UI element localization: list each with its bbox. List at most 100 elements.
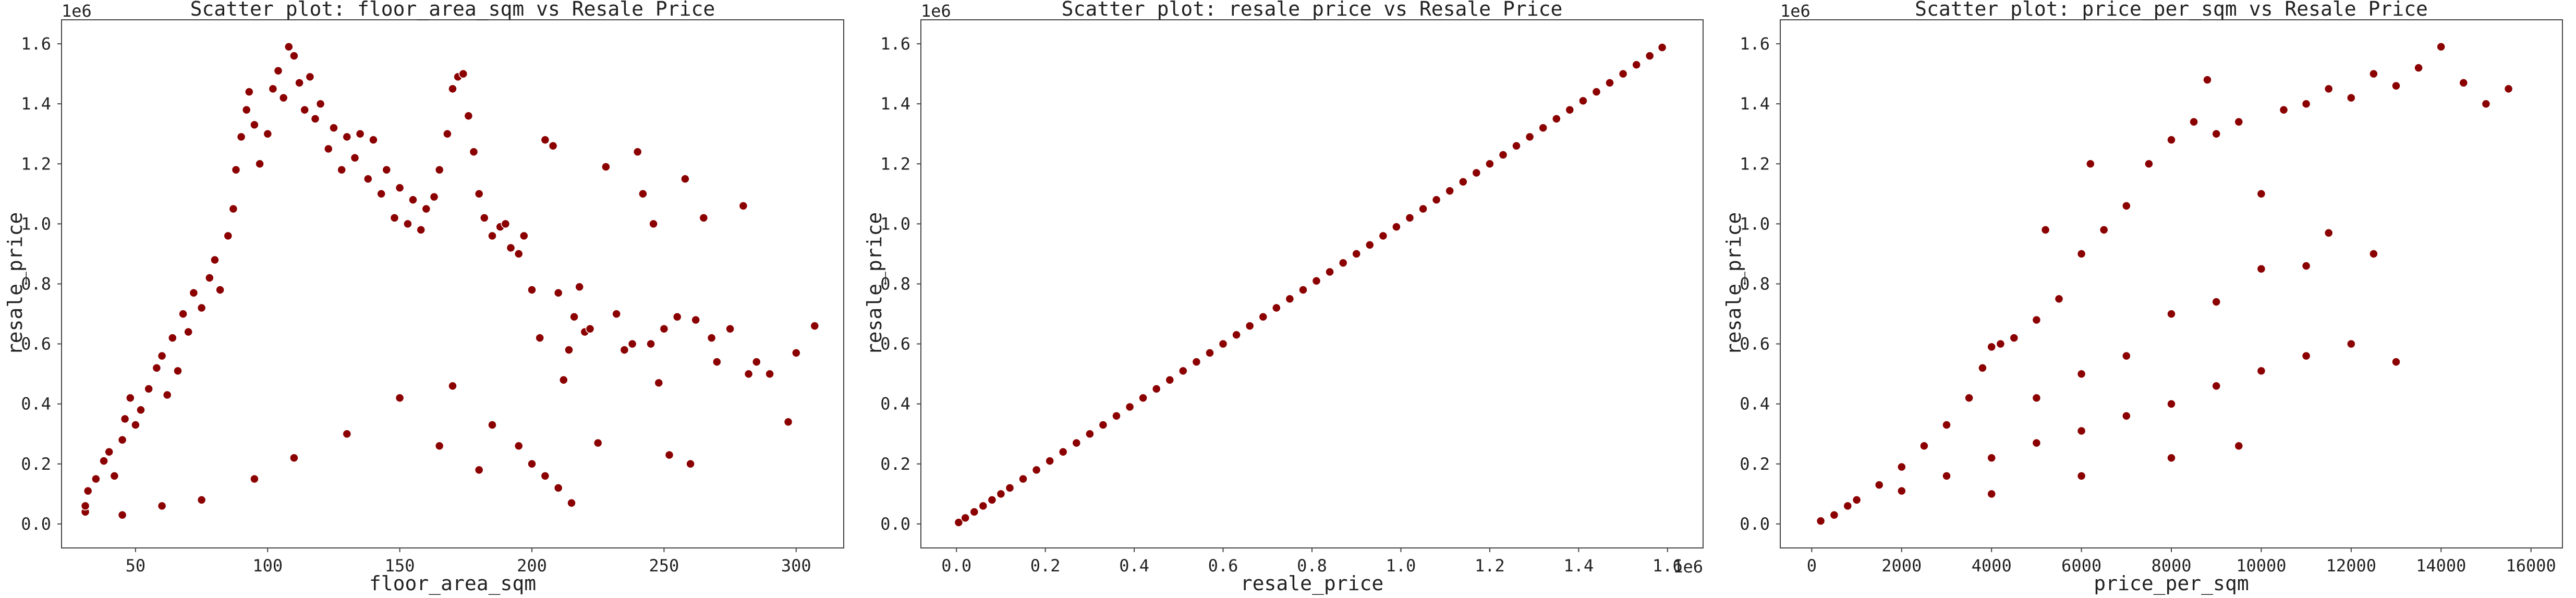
scatter-point xyxy=(421,204,431,214)
scatter-point xyxy=(83,486,93,496)
scatter-point xyxy=(337,165,346,175)
scatter-point xyxy=(443,129,452,139)
scatter-point xyxy=(2324,228,2334,238)
scatter-point xyxy=(2167,309,2176,319)
y-tick-label: 0.0 xyxy=(21,514,51,534)
scatter-point xyxy=(189,288,199,298)
y-axis-label-1: resale_price xyxy=(4,212,27,356)
scatter-point xyxy=(1418,204,1428,214)
y-tick-label: 1.0 xyxy=(880,214,910,234)
scatter-point xyxy=(245,87,254,96)
scatter-point xyxy=(514,249,524,259)
scatter-point xyxy=(1338,258,1348,267)
scatter-point xyxy=(506,243,516,253)
scatter-point xyxy=(2076,426,2086,436)
scatter-point xyxy=(2256,366,2266,376)
scatter-point xyxy=(1245,321,1255,331)
scatter-point xyxy=(131,420,140,430)
scatter-point xyxy=(310,114,320,124)
y-axis-label-2: resale_price xyxy=(863,212,886,356)
x-axis-label-3: price_per_sqm xyxy=(2094,572,2249,595)
scatter-point xyxy=(752,357,761,367)
scatter-point xyxy=(1192,357,1201,367)
scatter-point xyxy=(765,369,774,379)
scatter-point xyxy=(810,321,820,331)
scatter-point xyxy=(1942,471,1951,481)
y-tick-label: 0.8 xyxy=(21,274,51,294)
scatter-point xyxy=(1538,123,1548,132)
y-tick-label: 1.4 xyxy=(21,94,51,114)
scatter-point xyxy=(2099,225,2109,235)
scatter-point xyxy=(104,447,114,457)
scatter-point xyxy=(744,369,754,379)
scatter-point xyxy=(2032,438,2042,448)
scatter-point xyxy=(575,282,584,292)
scatter-point xyxy=(255,159,264,169)
scatter-point xyxy=(329,123,338,132)
scatter-point xyxy=(197,495,206,505)
scatter-point xyxy=(1843,501,1853,511)
scatter-point xyxy=(1072,438,1082,448)
scatter-panel-2: Scatter plot: resale_price vs Resale Pri… xyxy=(863,0,1704,595)
x-tick-label: 300 xyxy=(781,556,811,576)
scatter-point xyxy=(1045,456,1054,466)
x-tick-label: 4000 xyxy=(1972,556,2012,576)
scatter-point xyxy=(646,339,655,349)
scatter-point xyxy=(2301,351,2311,361)
scatter-point xyxy=(1645,51,1655,60)
scatter-point xyxy=(725,324,735,334)
x-tick-label: 0.4 xyxy=(1119,556,1149,576)
scatter-point xyxy=(707,333,716,343)
scatter-point xyxy=(289,51,299,60)
scatter-point xyxy=(633,147,642,157)
y-tick-label: 0.2 xyxy=(880,454,910,474)
y-tick-label: 0.6 xyxy=(880,334,910,354)
scatter-point xyxy=(585,324,595,334)
scatter-point xyxy=(205,273,214,283)
scatter-point xyxy=(2256,189,2266,199)
scatter-point xyxy=(1852,495,1862,505)
scatter-point xyxy=(1392,222,1401,231)
scatter-point xyxy=(2414,63,2423,72)
scatter-point xyxy=(738,201,748,211)
scatter-point xyxy=(117,510,127,520)
scatter-point xyxy=(2391,357,2401,367)
scatter-point xyxy=(1298,285,1308,295)
scatter-point xyxy=(488,420,497,430)
points-1 xyxy=(80,42,820,520)
scatter-point xyxy=(2122,351,2131,361)
scatter-point xyxy=(376,189,386,199)
scatter-point xyxy=(627,339,637,349)
scatter-point xyxy=(686,459,695,469)
scatter-point xyxy=(1325,267,1334,277)
scatter-point xyxy=(448,84,457,94)
scatter-point xyxy=(2203,75,2212,84)
scatter-point xyxy=(2279,105,2289,115)
scatter-point xyxy=(593,438,603,448)
scatter-point xyxy=(1816,516,1826,526)
scatter-point xyxy=(2032,315,2042,325)
scatter-point xyxy=(792,348,801,358)
chart-title-2: Scatter plot: resale_price vs Resale Pri… xyxy=(1062,0,1563,21)
scatter-point xyxy=(1365,240,1375,250)
scatter-point xyxy=(1578,96,1588,106)
x-tick-label: 1.6 xyxy=(1652,556,1683,576)
scatter-point xyxy=(1098,420,1108,430)
x-tick-label: 10000 xyxy=(2236,556,2286,576)
scatter-point xyxy=(416,225,426,235)
scatter-point xyxy=(2212,297,2221,307)
scatter-point xyxy=(110,471,119,481)
scatter-point xyxy=(2122,201,2131,211)
scatter-point xyxy=(548,141,558,151)
scatter-point xyxy=(1919,441,1929,451)
scatter-point xyxy=(1258,312,1268,322)
scatter-point xyxy=(480,213,489,223)
scatter-point xyxy=(1942,420,1951,430)
scatter-point xyxy=(2212,129,2221,139)
scatter-point xyxy=(488,231,497,241)
ticks-2: 0.0 0.2 0.4 0.6 0.8 1.0 1.2 1.4 1.6 0.0 0.2 0.4 0.6 0… xyxy=(880,34,1683,576)
scatter-point xyxy=(654,378,664,388)
scatter-point xyxy=(1591,87,1601,96)
scatter-point xyxy=(382,165,392,175)
scatter-panel-1: Scatter plot: floor_area_sqm vs Resale P… xyxy=(4,0,844,595)
